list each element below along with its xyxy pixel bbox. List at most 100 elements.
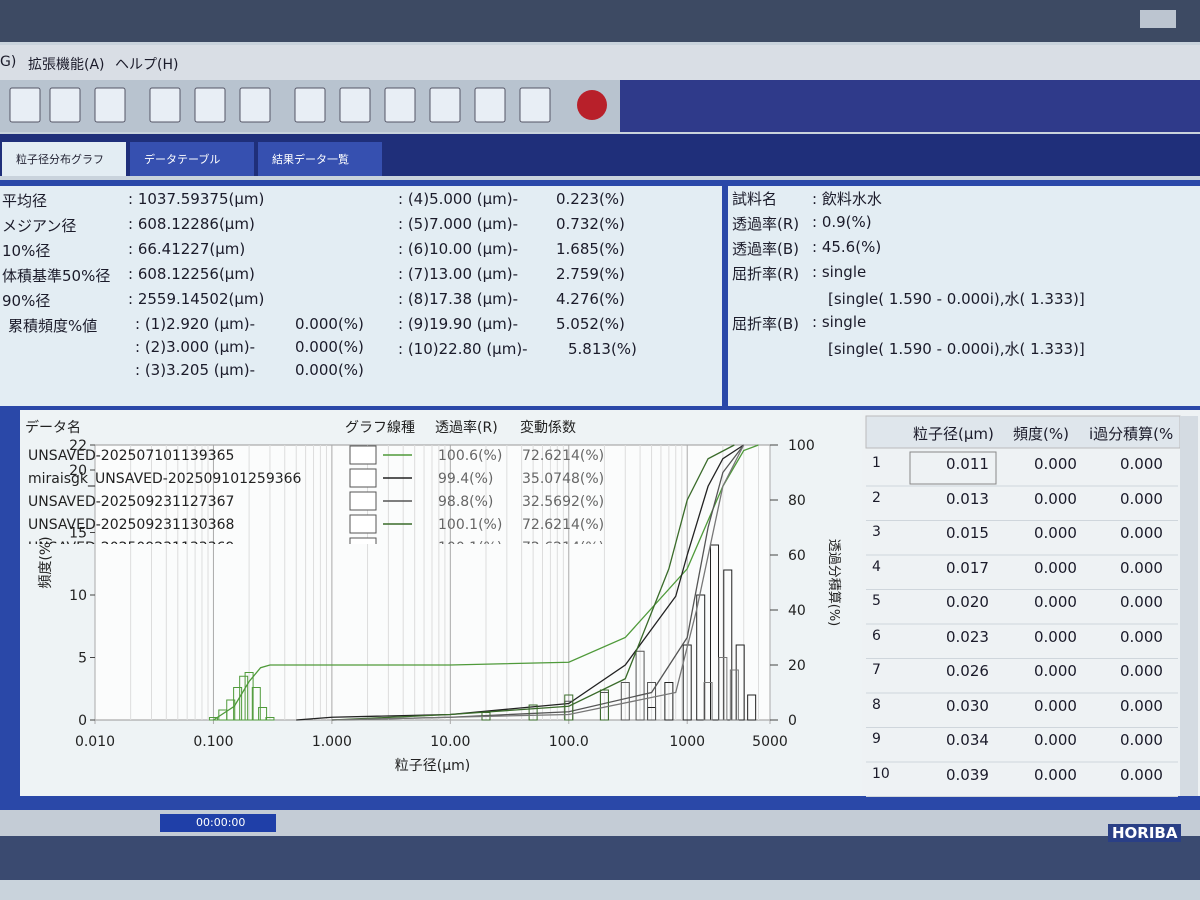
legend-cv: 72.6214(%)	[522, 517, 604, 533]
toolbar-icon	[9, 87, 41, 123]
legend-transmittance: 100.1(%)	[438, 540, 502, 556]
frequency-bar	[564, 694, 574, 721]
table-cell: 0.000	[1120, 593, 1163, 611]
frequency-bar	[244, 672, 254, 721]
tab[interactable]	[130, 142, 254, 176]
timer-box	[160, 814, 276, 832]
summary-label: 平均径	[2, 192, 48, 210]
frequency-bar	[703, 682, 713, 721]
tab-label: データテーブル	[144, 153, 221, 166]
legend-swatch	[349, 468, 377, 488]
table-cell: 0.026	[946, 662, 989, 680]
window-button[interactable]	[1140, 10, 1176, 28]
legend-swatch	[349, 537, 377, 544]
menu-item: ヘルプ(H)	[115, 57, 179, 73]
cumulative-value: 0.000(%)	[295, 361, 364, 379]
frequency-bar	[718, 657, 728, 721]
x-tick-label: 100.0	[549, 734, 589, 750]
table-cell: 7	[872, 662, 881, 678]
summary-panel	[0, 186, 722, 406]
table-cell: 0.000	[1120, 489, 1163, 508]
y-axis-label: 頻度(%)	[38, 536, 54, 588]
legend-cv: 72.6214(%)	[522, 448, 604, 464]
menu-item: G)	[0, 54, 17, 70]
tab[interactable]	[258, 142, 382, 176]
status-timer: 00:00:00	[196, 816, 246, 829]
table-cell: 3	[872, 524, 881, 540]
x-axis-label: 粒子径(μm)	[395, 758, 470, 774]
table-cell: 0.000	[1120, 765, 1163, 784]
table-header: 頻度(%)	[1013, 425, 1069, 443]
legend-transmittance: 100.1(%)	[438, 517, 502, 533]
table-cell: 0.000	[1120, 731, 1163, 749]
table-cell: 0.023	[946, 627, 989, 646]
y2-tick-label: 20	[788, 658, 806, 674]
x-tick-label: 0.100	[193, 734, 233, 750]
table-cell: 0.000	[1034, 593, 1077, 611]
legend-swatch	[349, 491, 377, 511]
summary-label: 累積頻度%値	[8, 317, 98, 335]
cumulative-size: : (6)10.00 (μm)-	[398, 240, 519, 258]
table-cell: 0.000	[1034, 524, 1077, 542]
cumulative-line	[331, 444, 735, 721]
sample-label: 試料名	[732, 190, 778, 208]
legend-header: 透過率(R)	[435, 419, 498, 436]
table-cell: 0.000	[1120, 455, 1163, 473]
y2-tick-label: 60	[788, 548, 806, 564]
frequency-bar	[647, 682, 657, 721]
tab-label: 粒子径分布グラフ	[16, 153, 104, 166]
frequency-bar	[620, 682, 630, 721]
y2-tick-label: 0	[788, 713, 797, 729]
legend-swatch	[349, 445, 377, 465]
cumulative-value: 4.276(%)	[556, 290, 625, 308]
legend-header: グラフ線種	[345, 420, 415, 436]
y-tick-label: 20	[69, 463, 87, 479]
legend-name: miraisgk_UNSAVED-202509101259366	[28, 471, 302, 487]
frequency-bar	[710, 544, 720, 721]
x-tick-label: 10.00	[430, 734, 470, 750]
toolbar-icon	[294, 87, 326, 123]
brand-logo: HORIBA	[1108, 824, 1182, 842]
table-cell: 4	[872, 558, 881, 575]
sample-value: : 0.9(%)	[812, 213, 872, 231]
sample-value: : 45.6(%)	[812, 238, 882, 256]
table-cell: 0.000	[1034, 765, 1077, 784]
table-scrollbar	[1180, 416, 1198, 796]
title-bar	[0, 0, 1200, 42]
sample-value: [single( 1.590 - 0.000i),水( 1.333)]	[828, 340, 1085, 358]
x-tick-label: 5000	[752, 734, 788, 750]
y-tick-label: 5	[78, 651, 87, 667]
summary-label: 10%径	[2, 242, 51, 260]
cumulative-size: : (10)22.80 (μm)-	[398, 340, 528, 358]
menu-item: 拡張機能(A)	[28, 57, 105, 73]
table-header: i過分積算(%	[1089, 425, 1174, 443]
frequency-bar	[258, 707, 268, 721]
cumulative-size: : (3)3.205 (μm)-	[135, 361, 256, 379]
sample-label: 透過率(B)	[732, 240, 799, 258]
table-cell: 0.000	[1034, 662, 1077, 680]
x-tick-label: 1000	[669, 734, 705, 750]
toolbar-icon	[49, 87, 81, 123]
frequency-bar	[747, 694, 757, 721]
table-cell: 0.020	[946, 593, 989, 611]
frequency-bar	[729, 669, 739, 721]
legend-name: UNSAVED-202509231133369	[28, 540, 234, 556]
frequency-bar	[599, 689, 609, 721]
table-cell: 0.000	[1034, 731, 1077, 749]
y2-tick-label: 100	[788, 438, 815, 454]
cumulative-size: : (5)7.000 (μm)-	[398, 215, 519, 233]
table-cell: 0.015	[946, 524, 989, 542]
sample-value: [single( 1.590 - 0.000i),水( 1.333)]	[828, 290, 1085, 308]
table-cell: 0.034	[946, 731, 989, 749]
table-cell: 0.000	[1120, 627, 1163, 646]
summary-label: メジアン径	[2, 217, 77, 235]
table-header-bg	[865, 415, 1181, 449]
toolbar-icon	[149, 87, 181, 123]
cumulative-line	[331, 444, 745, 721]
tab[interactable]	[2, 142, 126, 176]
table-header: 粒子径(μm)	[913, 425, 994, 443]
table-cell: 0.000	[1034, 558, 1077, 577]
row-selection	[909, 451, 997, 485]
table-cell: 6	[872, 627, 881, 644]
